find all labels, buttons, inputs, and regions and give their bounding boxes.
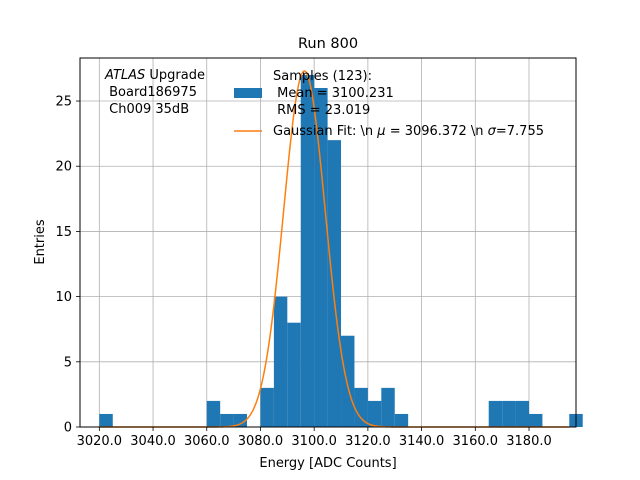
annotation-atlas: ATLAS [104, 68, 145, 83]
histogram-bar [381, 387, 395, 427]
plot-frame [79, 57, 577, 428]
x-tick-label: 3180.0 [506, 434, 552, 449]
y-axis-ticks: 0 5 10 15 20 25 [55, 95, 80, 436]
histogram-bar [354, 387, 368, 427]
chart-title: Run 800 [298, 36, 358, 52]
y-tick-label: 10 [55, 290, 72, 305]
legend-hist-swatch [234, 88, 262, 98]
y-tick-label: 15 [55, 225, 72, 240]
histogram-bar [287, 322, 301, 427]
annotation-line-1: ATLAS Upgrade [104, 68, 205, 83]
x-tick-label: 3060.0 [184, 434, 230, 449]
histogram-bar [502, 400, 516, 427]
x-axis-label: Energy [ADC Counts] [259, 456, 396, 471]
atlas-annotation: ATLAS Upgrade Board186975 Ch009 35dB [104, 68, 205, 117]
y-tick-label: 25 [55, 95, 72, 110]
legend-fit-prefix: Gaussian Fit: \n [273, 124, 377, 139]
histogram-bar [314, 87, 328, 427]
histogram-bar [341, 335, 355, 427]
legend: Samples (123): Mean = 3100.231 RMS = 23.… [234, 69, 544, 139]
histogram-bar [488, 400, 503, 427]
legend-fit-sigma: σ [488, 124, 497, 139]
x-tick-label: 3040.0 [130, 434, 176, 449]
histogram-bar [233, 413, 248, 427]
histogram-bar [529, 413, 543, 427]
histogram-bar [394, 413, 409, 427]
annotation-line-2: Board186975 [105, 85, 197, 100]
histogram-bar [206, 400, 221, 427]
x-tick-label: 3100.0 [291, 434, 337, 449]
y-tick-label: 5 [64, 355, 72, 370]
histogram-bar [220, 413, 234, 427]
histogram-bar [300, 74, 315, 427]
histogram-bar [260, 387, 274, 427]
x-tick-label: 3160.0 [453, 434, 499, 449]
annotation-upgrade: Upgrade [145, 68, 205, 83]
histogram-bar [515, 400, 530, 427]
x-tick-label: 3020.0 [77, 434, 123, 449]
y-tick-label: 20 [55, 160, 72, 175]
annotation-line-3: Ch009 35dB [105, 102, 189, 117]
histogram-bar [367, 400, 382, 427]
legend-fit-suffix: =7.755 [496, 124, 544, 139]
histogram-bar [327, 140, 342, 427]
x-tick-label: 3140.0 [399, 434, 445, 449]
legend-fit-mid: = 3096.372 \n [386, 124, 488, 139]
legend-fit-mu: μ [376, 124, 385, 139]
legend-hist-line-2: Mean = 3100.231 [273, 86, 394, 101]
y-tick-label: 0 [64, 421, 72, 436]
y-axis-label: Entries [33, 219, 48, 265]
legend-hist-line-3: RMS = 23.019 [273, 103, 370, 118]
histogram-bar [99, 413, 113, 427]
histogram-bars [99, 74, 583, 427]
x-tick-label: 3120.0 [345, 434, 391, 449]
legend-hist-line-1: Samples (123): [273, 69, 372, 84]
x-tick-label: 3080.0 [238, 434, 284, 449]
histogram-bar [273, 296, 288, 427]
x-axis-ticks: 3020.0 3040.0 3060.0 3080.0 3100.0 3120.0 3140… [77, 427, 552, 449]
legend-fit-label: Gaussian Fit: \n μ = 3096.372 \n σ=7.755 [273, 124, 544, 139]
